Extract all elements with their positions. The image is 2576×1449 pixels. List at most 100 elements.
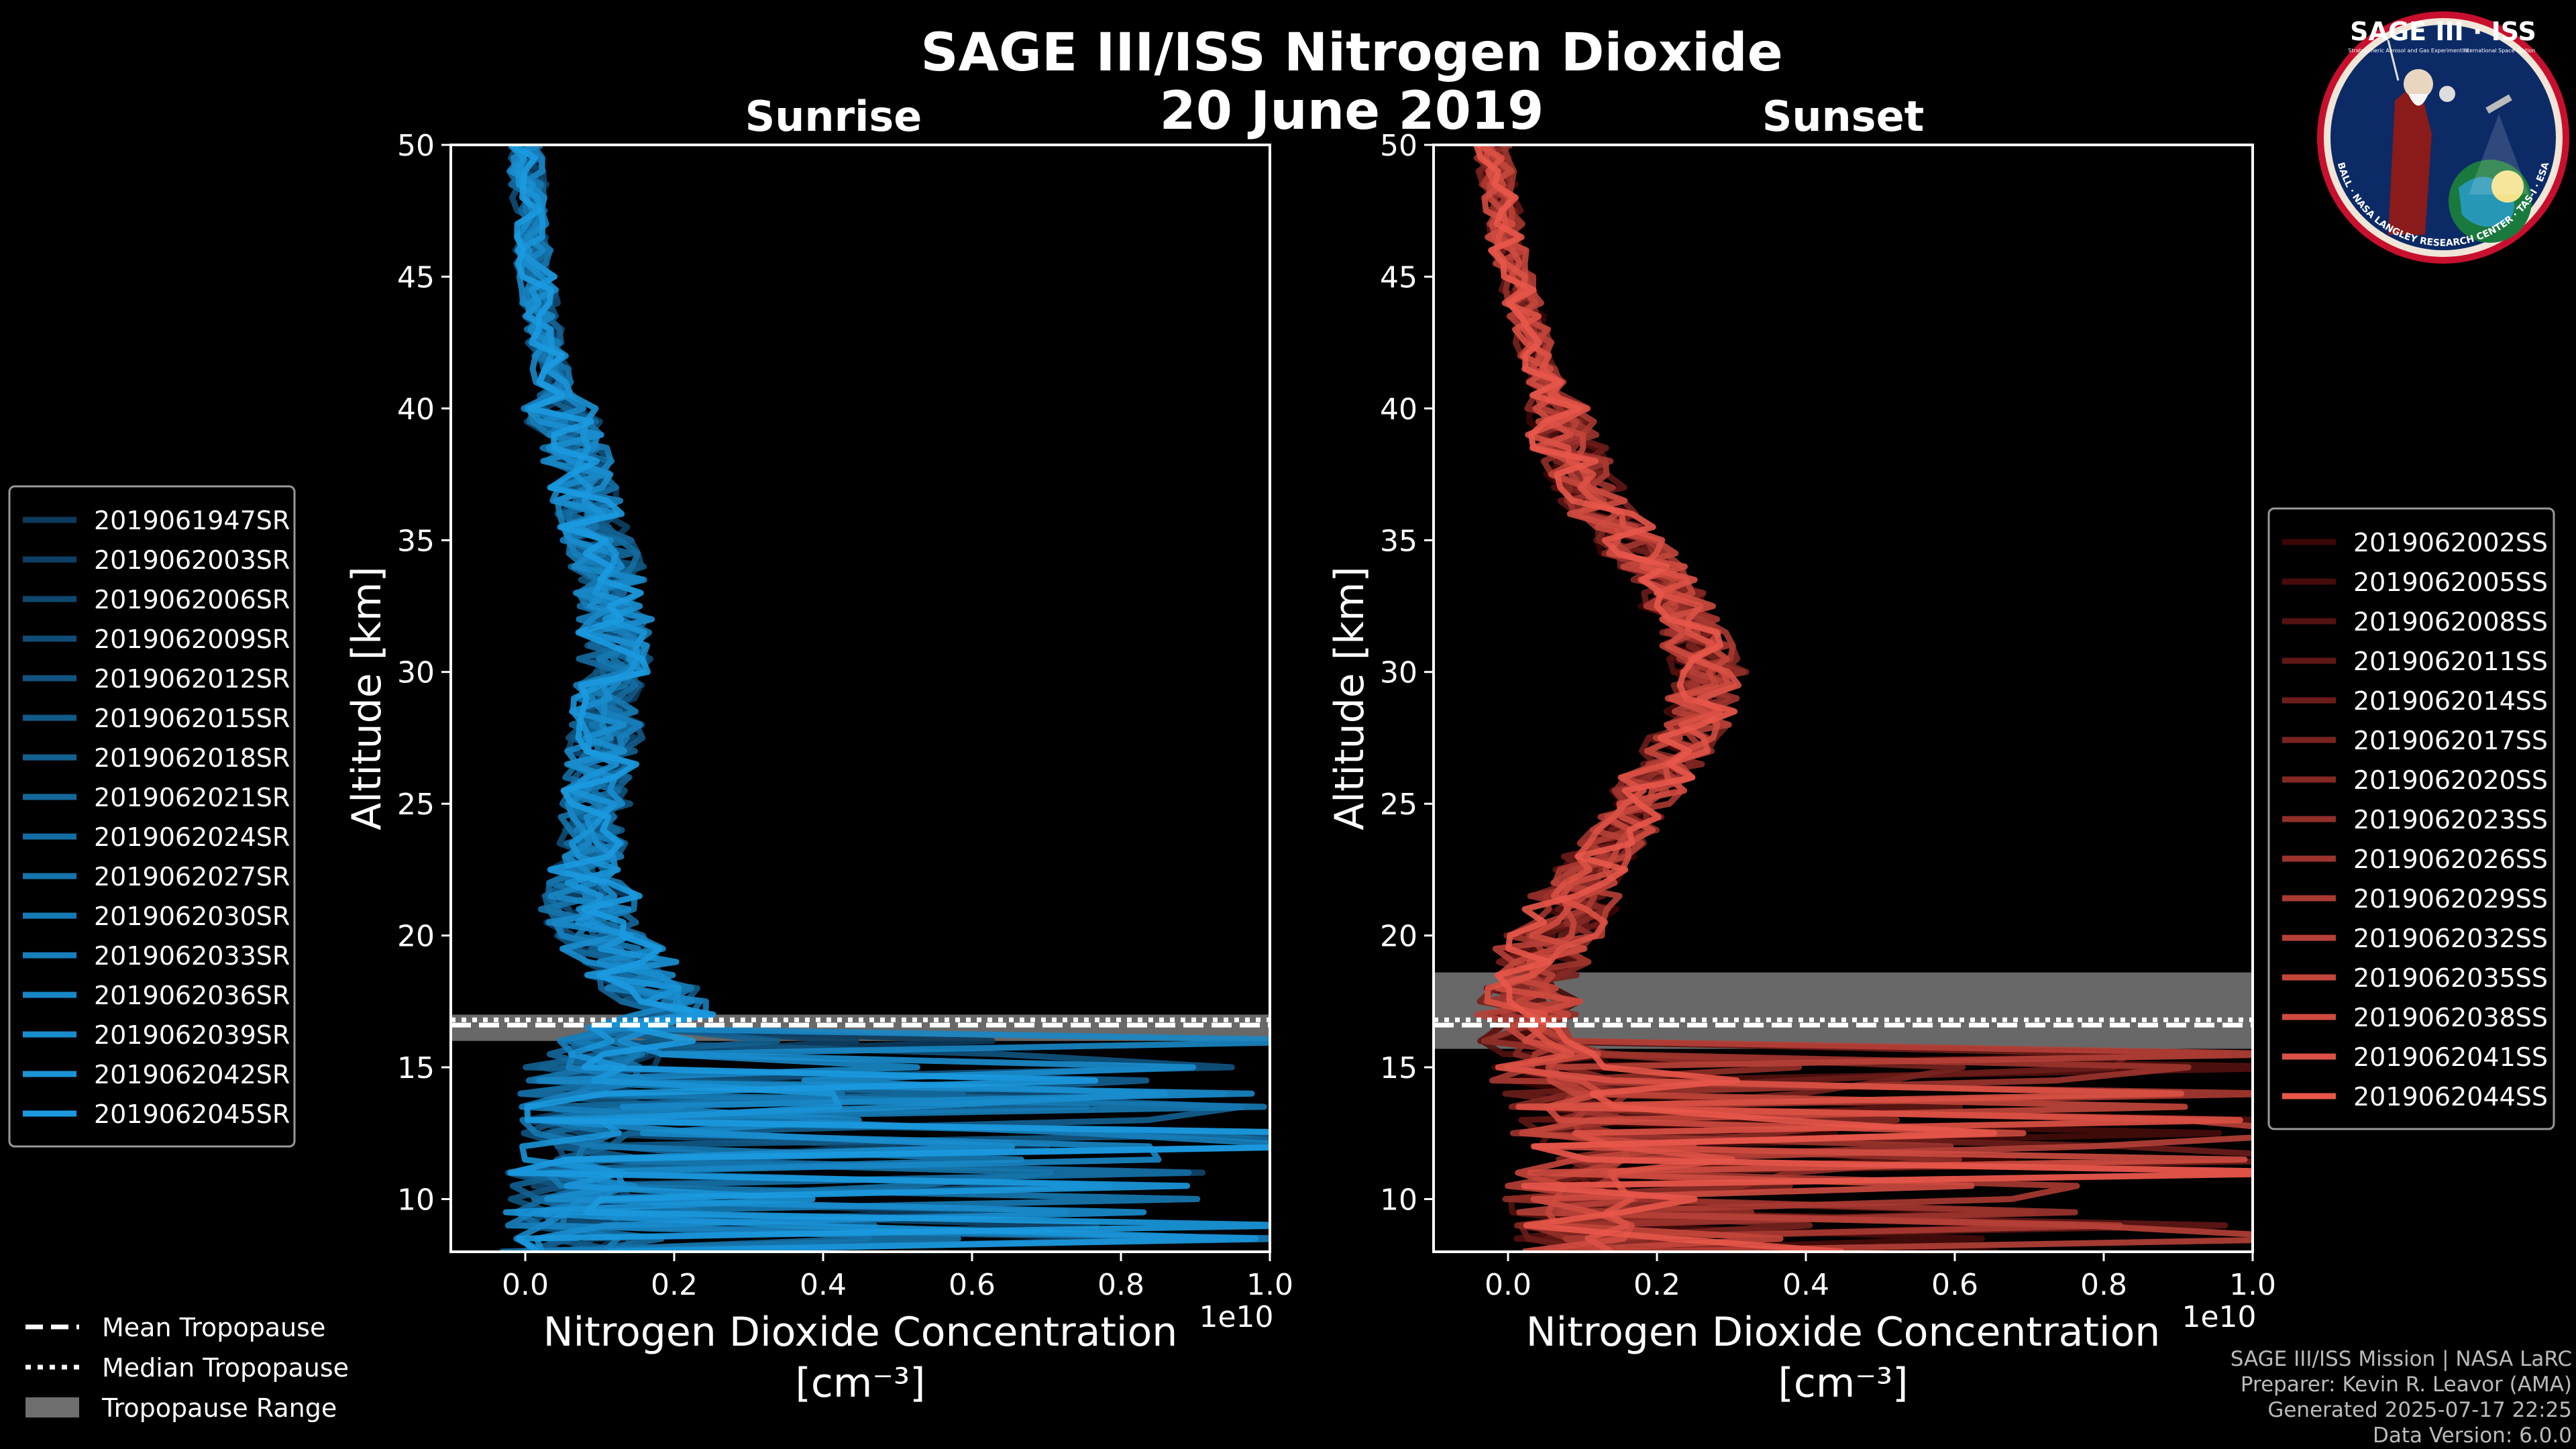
figure-title: SAGE III/ISS Nitrogen Dioxide (920, 23, 1782, 83)
x-offset-text: 1e10 (2182, 1300, 2256, 1334)
sage-iss-mission-logo: SAGE III · ISS Stratospheric Aerosol and… (2317, 11, 2569, 264)
y-tick-label: 30 (397, 656, 435, 690)
legend-entry: 2019062044SS (2353, 1082, 2548, 1112)
legend-entry: 2019062033SR (94, 941, 290, 971)
legend-entry: 2019062038SS (2353, 1003, 2548, 1032)
x-tick-label: 0.0 (502, 1268, 549, 1302)
tropopause-legend-label: Mean Tropopause (102, 1313, 325, 1342)
legend-entry: 2019062029SS (2353, 884, 2548, 914)
tropopause-legend-label: Tropopause Range (101, 1393, 337, 1423)
y-tick-label: 20 (1380, 920, 1417, 954)
x-tick-label: 0.4 (1782, 1268, 1829, 1302)
sunset-chart: Sunset 0.0 0.2 0.4 0.6 0.8 1.0 10 15 20 25 30 35 40 45… (1326, 92, 2555, 1407)
legend-entry: 2019062014SS (2353, 686, 2548, 716)
y-tick-label: 15 (1380, 1051, 1417, 1085)
series-line-2019062035SS (1477, 145, 2188, 1252)
figure-date: 20 June 2019 (1160, 81, 1544, 142)
y-tick-label: 35 (397, 524, 435, 558)
logo-subtitle-right: International Space Station (2463, 48, 2536, 54)
series-line-2019062045SR (507, 145, 1270, 1252)
credit-line: SAGE III/ISS Mission | NASA LaRC (2231, 1347, 2572, 1371)
legend-entry: 2019061947SR (94, 506, 290, 535)
legend-entry: 2019062026SS (2353, 845, 2548, 874)
legend-entry: 2019062020SS (2353, 765, 2548, 795)
x-offset-text: 1e10 (1199, 1300, 1273, 1334)
plot-frame (1432, 144, 2254, 1253)
x-axis-label: Nitrogen Dioxide Concentration (1526, 1309, 2161, 1356)
y-tick-label: 15 (397, 1051, 435, 1085)
credits-block: SAGE III/ISS Mission | NASA LaRCPreparer… (2231, 1347, 2572, 1448)
y-tick-label: 45 (1380, 260, 1417, 294)
legend-entry: 2019062021SR (94, 783, 290, 812)
y-tick-label: 45 (397, 260, 435, 294)
series-line-2019062026SS (1483, 145, 2192, 1252)
tropopause-range-swatch (25, 1397, 79, 1417)
legend-frame (2267, 507, 2555, 1130)
series-legend: 2019062002SS 2019062005SS 2019062008SS 2019… (2267, 507, 2555, 1130)
x-tick-label: 0.6 (949, 1268, 996, 1302)
tropopause-legend: Mean Tropopause Median Tropopause Tropopau… (25, 1313, 349, 1423)
x-tick-label: 0.4 (800, 1268, 847, 1302)
y-tick-label: 10 (1380, 1183, 1417, 1217)
y-tick-label: 50 (1380, 129, 1417, 163)
plot-frame (449, 144, 1271, 1253)
credit-line: Data Version: 6.0.0 (2373, 1424, 2572, 1448)
legend-entry: 2019062032SS (2353, 924, 2548, 953)
series-line-2019062041SS (1478, 145, 2243, 1252)
series-legend: 2019061947SR 2019062003SR 2019062006SR 2019… (8, 485, 296, 1148)
tropopause-legend-label: Median Tropopause (102, 1353, 349, 1383)
x-axis-unit: [cm⁻³] (1778, 1360, 1909, 1407)
panel-title-sunrise: Sunrise (745, 92, 922, 141)
legend-entry: 2019062035SS (2353, 963, 2548, 993)
legend-entry: 2019062036SR (94, 981, 290, 1010)
y-tick-label: 10 (397, 1183, 435, 1217)
y-tick-label: 25 (397, 788, 435, 822)
y-axis-label: Altitude [km] (343, 566, 390, 830)
profile-lines (1473, 145, 2253, 1252)
legend-entry: 2019062042SR (94, 1060, 290, 1089)
y-tick-label: 35 (1380, 524, 1417, 558)
y-tick-label: 30 (1380, 656, 1417, 690)
credit-line: Generated 2025-07-17 22:25 (2267, 1398, 2572, 1422)
x-tick-label: 0.8 (1097, 1268, 1144, 1302)
x-tick-label: 0.8 (2080, 1268, 2127, 1302)
y-tick-label: 50 (397, 129, 435, 163)
series-line-2019062044SS (1473, 145, 2253, 1252)
legend-entry: 2019062008SS (2353, 607, 2548, 637)
panel-title-sunset: Sunset (1762, 92, 1925, 141)
logo-subtitle-left: Stratospheric Aerosol and Gas Experiment… (2348, 48, 2468, 54)
x-tick-label: 0.0 (1485, 1268, 1532, 1302)
credit-line: Preparer: Kevin R. Leavor (AMA) (2241, 1373, 2572, 1397)
legend-entry: 2019062045SR (94, 1099, 290, 1129)
legend-entry: 2019062006SR (94, 585, 290, 614)
legend-entry: 2019062003SR (94, 545, 290, 575)
x-axis-label: Nitrogen Dioxide Concentration (543, 1309, 1178, 1356)
legend-entry: 2019062012SR (94, 664, 290, 694)
legend-entry: 2019062009SR (94, 625, 290, 654)
profile-lines (500, 145, 1270, 1252)
legend-entry: 2019062041SS (2353, 1042, 2548, 1072)
legend-entry: 2019062002SS (2353, 528, 2548, 557)
logo-title: SAGE III · ISS (2350, 17, 2536, 46)
y-tick-label: 20 (397, 920, 435, 954)
legend-entry: 2019062005SS (2353, 568, 2548, 597)
legend-entry: 2019062015SR (94, 704, 290, 733)
x-tick-label: 0.6 (1931, 1268, 1978, 1302)
legend-entry: 2019062027SR (94, 862, 290, 892)
legend-entry: 2019062039SR (94, 1020, 290, 1050)
series-line-2019062018SR (509, 145, 1246, 1252)
legend-entry: 2019062017SS (2353, 726, 2548, 755)
x-tick-label: 0.2 (651, 1268, 698, 1302)
sunrise-chart: Sunrise 0.0 0.2 0.4 0.6 0.8 1.0 10 15 20 25 30 35 40 4… (8, 92, 1293, 1407)
legend-entry: 2019062018SR (94, 743, 290, 773)
legend-frame (8, 485, 296, 1148)
legend-entry: 2019062011SS (2353, 647, 2548, 676)
x-tick-label: 1.0 (1246, 1268, 1293, 1302)
y-tick-label: 25 (1380, 788, 1417, 822)
x-tick-label: 0.2 (1633, 1268, 1680, 1302)
x-axis-unit: [cm⁻³] (796, 1360, 926, 1407)
legend-entry: 2019062023SS (2353, 805, 2548, 835)
y-tick-label: 40 (397, 392, 435, 427)
y-tick-label: 40 (1380, 392, 1417, 427)
